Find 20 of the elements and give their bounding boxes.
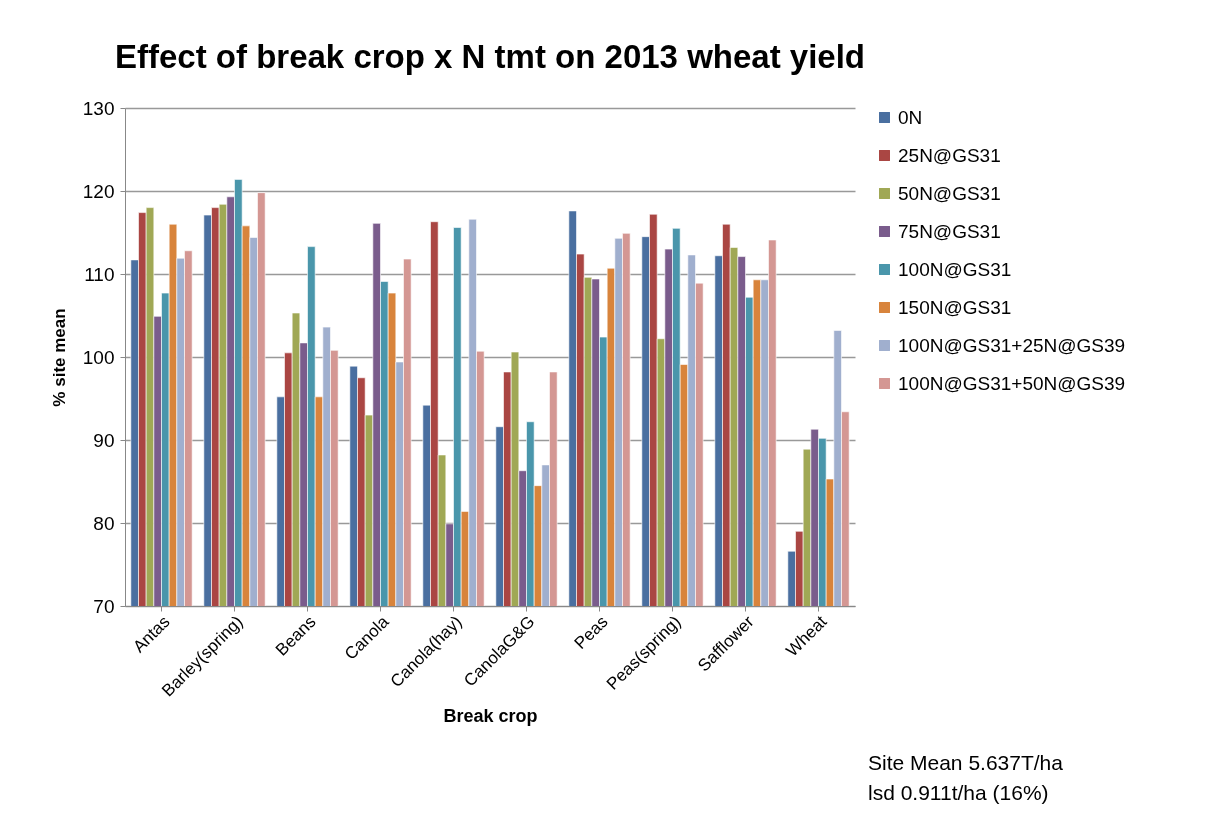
chart-title: Effect of break crop x N tmt on 2013 wheat yield	[114, 38, 866, 75]
text: Site Mean 5.637T/ha	[868, 750, 1063, 776]
y-tick-label: 110	[84, 263, 115, 285]
x-axis-title: Break crop	[443, 705, 538, 726]
y-tick-label: 100	[82, 346, 115, 368]
legend-label: 75N@GS31	[898, 220, 1001, 242]
y-tick-label: 80	[93, 512, 115, 534]
y-tick-label: 90	[93, 429, 115, 451]
y-tick-label: 70	[93, 595, 115, 617]
y-tick-label: 130	[82, 97, 115, 119]
text: lsd 0.911t/ha (16%)	[868, 780, 1050, 806]
y-tick-label: 120	[82, 180, 115, 202]
y-axis-title: % site mean	[49, 308, 69, 407]
legend-label: 50N@GS31	[898, 182, 1001, 204]
legend-label: 100N@GS31+50N@GS39	[898, 372, 1126, 394]
legend-label: 100N@GS31	[898, 258, 1012, 280]
legend-label: 100N@GS31+25N@GS39	[898, 334, 1126, 356]
legend-label: 150N@GS31	[898, 296, 1012, 318]
legend-label: 25N@GS31	[898, 144, 1001, 166]
legend-label: 0N	[898, 106, 923, 128]
